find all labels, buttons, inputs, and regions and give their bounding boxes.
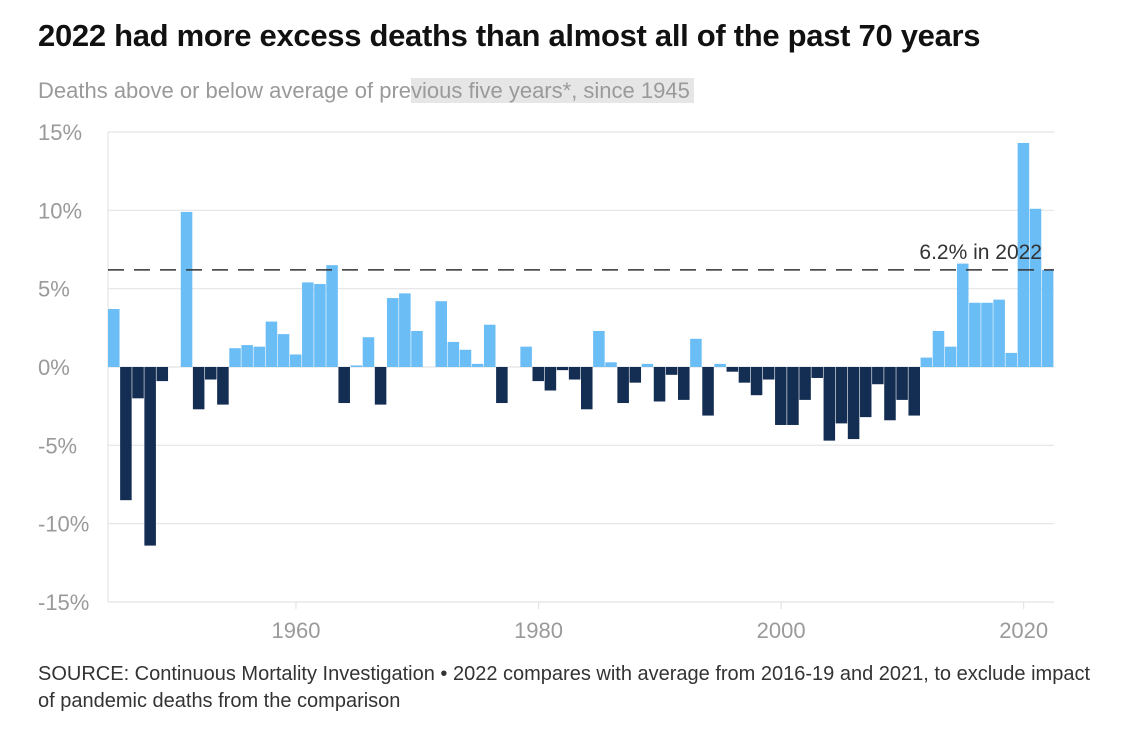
bar-2011 [908,367,920,416]
bar-1982 [556,367,569,371]
bar-2018 [993,299,1005,367]
chart-subtitle: Deaths above or below average of previou… [38,78,694,104]
chart-title: 2022 had more excess deaths than almost … [38,18,981,53]
bar-1965 [350,365,363,367]
bar-1964 [338,367,350,404]
y-tick-label: -10% [38,512,89,537]
bar-2009 [884,367,896,421]
y-tick-label: 0% [38,355,70,380]
bar-1953 [205,367,217,380]
x-axis-labels: 1960 1980 2000 2020 [272,618,1049,643]
bar-1947 [132,367,144,399]
x-tick-label: 1980 [514,618,563,643]
bar-1954 [217,367,229,405]
bar-2001 [787,367,799,425]
bar-2012 [920,357,933,367]
bar-2002 [799,367,811,400]
bar-1988 [629,367,642,383]
reference-line-label: 6.2% in 2022 [919,241,1042,264]
bar-1983 [568,367,581,380]
bar-1962 [314,283,326,367]
y-tick-label: 15% [38,120,82,145]
bar-1948 [144,367,156,546]
y-axis-labels: 15% 10% 5% 0% -5% -10% -15% [38,120,89,615]
bar-2016 [969,302,981,367]
bar-2022 [1041,269,1054,367]
bar-1997 [738,367,751,383]
bar-1951 [180,211,193,367]
bar-2005 [835,367,848,424]
bar-1995 [714,363,726,367]
bar-1986 [605,362,617,367]
bar-2000 [775,367,787,425]
bar-1977 [496,367,508,404]
bar-1959 [277,334,290,367]
bar-chart: 15% 10% 5% 0% -5% -10% -15% 1960 1980 2000 2020 6… [38,120,1054,643]
x-tick-label: 1960 [272,618,321,643]
bar-2013 [932,330,945,367]
bar-1946 [120,367,132,501]
subtitle-part-1: Deaths above or below average of pre [38,78,412,103]
bar-1957 [253,346,266,367]
bar-2019 [1005,352,1018,367]
bar-1945 [108,309,120,367]
bar-1970 [411,330,423,367]
x-tick-label: 2020 [999,618,1048,643]
bar-1967 [374,367,387,405]
bar-1972 [435,301,447,367]
bar-1961 [302,282,314,367]
bar-1984 [581,367,593,410]
bar-1994 [702,367,714,416]
bar-1996 [726,367,739,372]
bar-2021 [1029,208,1042,367]
bar-1987 [617,367,629,404]
bar-2017 [981,302,993,367]
bar-1991 [665,367,678,375]
bar-1956 [241,345,253,367]
bars [108,142,1054,546]
bar-2007 [859,367,872,418]
bar-1993 [690,338,702,367]
bar-1952 [192,367,205,410]
bar-1969 [399,293,411,367]
bar-1990 [653,367,666,402]
x-tick-label: 2000 [757,618,806,643]
bar-1960 [289,354,302,367]
bar-2006 [847,367,860,440]
reference-line-group: 6.2% in 2022 [108,241,1054,271]
bar-1989 [641,363,654,367]
bar-1958 [265,321,278,367]
grid-lines [107,131,1054,609]
bar-1973 [447,341,460,367]
bar-1955 [229,348,241,367]
bar-1992 [678,367,690,400]
y-tick-label: -5% [38,433,77,458]
bar-1968 [386,298,399,367]
bar-2008 [872,367,884,385]
bar-2020 [1017,142,1030,367]
bar-2003 [811,367,823,378]
bar-1974 [459,349,472,367]
bar-1975 [471,363,484,367]
bar-1980 [532,367,545,382]
y-tick-label: 10% [38,198,82,223]
bar-2015 [956,263,969,367]
bar-1979 [520,346,532,367]
bar-1981 [544,367,557,391]
source-note: SOURCE: Continuous Mortality Investigati… [38,663,1091,712]
bar-1966 [362,337,375,367]
bar-1985 [593,330,605,367]
bar-2010 [896,367,908,400]
bar-1976 [483,324,496,367]
bar-1963 [326,265,338,367]
y-tick-label: 5% [38,277,70,302]
y-tick-label: -15% [38,590,89,615]
bar-1998 [750,367,763,396]
subtitle-part-2-highlighted: vious five years*, since 1945 [411,78,694,103]
bar-2014 [944,346,957,367]
bar-1949 [156,367,169,382]
bar-2004 [823,367,836,441]
bar-1999 [762,367,775,380]
